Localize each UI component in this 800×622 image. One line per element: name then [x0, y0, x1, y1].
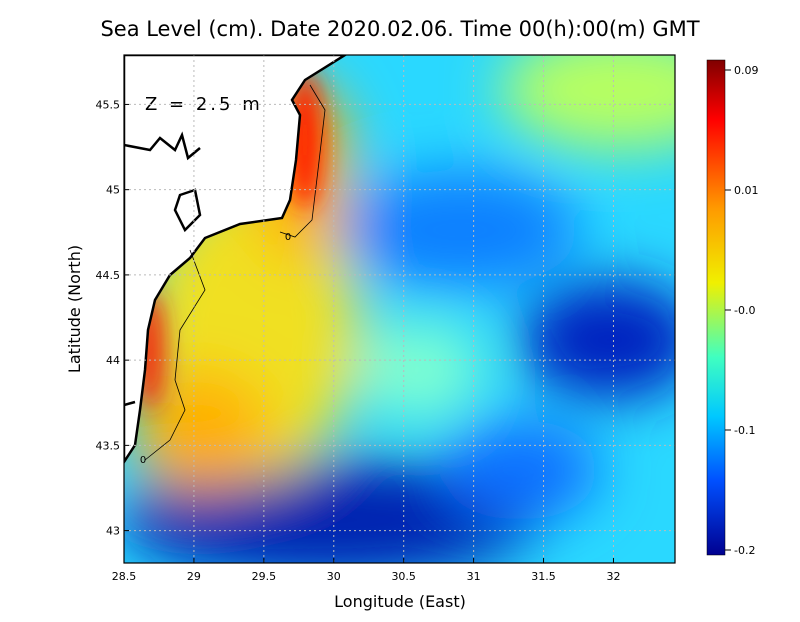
- x-tick-label: 28.5: [112, 570, 137, 583]
- x-tick-label: 32: [606, 570, 620, 583]
- y-tick-label: 45.5: [96, 98, 121, 111]
- plot-frame: [123, 54, 676, 564]
- axes: 28.5 29 29.5 30 30.5 31 31.5 32 43 43.5 44 44.5 45 45…: [96, 55, 675, 583]
- x-axis-label: Longitude (East): [334, 592, 466, 611]
- sea-level-field: [124, 55, 675, 563]
- y-axis-label: Latitude (North): [65, 245, 84, 373]
- colorbar: [706, 59, 726, 556]
- depth-annotation: Z = 2.5 m: [145, 94, 263, 115]
- contour-label: 0: [285, 232, 291, 243]
- x-tick-label: 29: [187, 570, 201, 583]
- x-tick-label: 30.5: [391, 570, 416, 583]
- y-tick-label: 45: [106, 184, 120, 197]
- contour-label: 0: [140, 455, 146, 466]
- x-tick-label: 31: [467, 570, 481, 583]
- colorbar-tick-label: 0.09: [734, 64, 759, 77]
- y-tick-label: 43.5: [96, 439, 121, 452]
- y-tick-label: 44: [106, 354, 120, 367]
- colorbar-tick-label: -0.0: [734, 304, 755, 317]
- x-tick-label: 29.5: [252, 570, 277, 583]
- colorbar-tick-label: 0.01: [734, 184, 759, 197]
- colorbar-tick-label: -0.2: [734, 544, 755, 557]
- x-tick-label: 30: [327, 570, 341, 583]
- colorbar-tick-label: -0.1: [734, 424, 755, 437]
- y-tick-label: 44.5: [96, 269, 121, 282]
- x-tick-label: 31.5: [531, 570, 556, 583]
- y-tick-label: 43: [106, 525, 120, 538]
- title: Sea Level (cm). Date 2020.02.06. Time 00…: [100, 17, 699, 41]
